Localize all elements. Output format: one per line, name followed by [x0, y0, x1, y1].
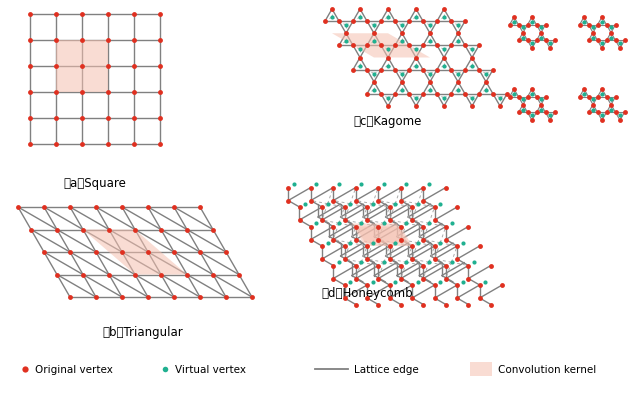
Text: （c）Kagome: （c）Kagome	[354, 115, 422, 128]
Text: Lattice edge: Lattice edge	[354, 364, 419, 374]
Text: Convolution kernel: Convolution kernel	[498, 364, 596, 374]
Text: Original vertex: Original vertex	[35, 364, 113, 374]
Text: （a）Square: （a）Square	[63, 176, 127, 190]
Text: Virtual vertex: Virtual vertex	[175, 364, 246, 374]
Bar	[470, 362, 492, 376]
Polygon shape	[332, 34, 430, 59]
Text: （b）Triangular: （b）Triangular	[102, 325, 183, 338]
Polygon shape	[352, 224, 408, 243]
Polygon shape	[83, 230, 187, 275]
Polygon shape	[356, 227, 412, 246]
Polygon shape	[56, 41, 108, 93]
Text: （d）Honeycomb: （d）Honeycomb	[321, 287, 413, 300]
